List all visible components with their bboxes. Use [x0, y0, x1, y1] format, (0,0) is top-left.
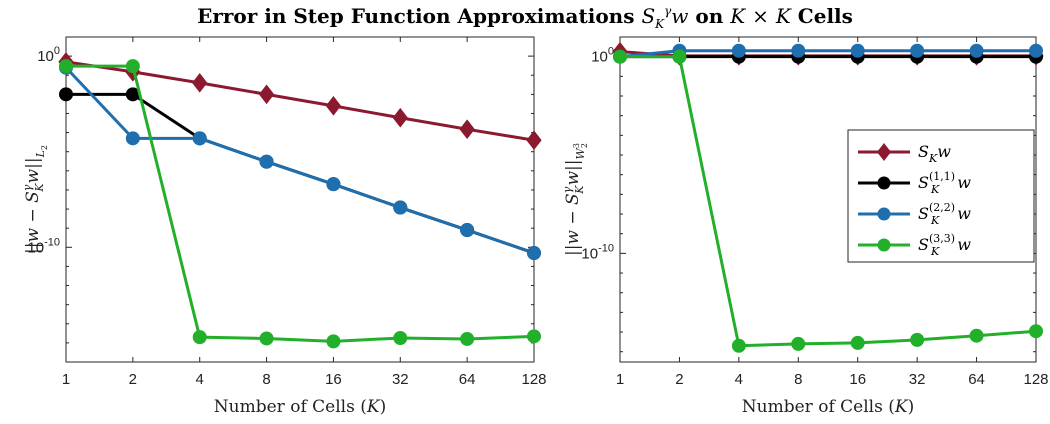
- figure-title: Error in Step Function Approximations SK…: [197, 4, 853, 31]
- x-tick-label: 4: [196, 371, 204, 388]
- x-tick-label: 1: [616, 371, 624, 388]
- series-3: [613, 43, 1043, 64]
- data-point: [526, 130, 542, 151]
- x-tick-label: 64: [968, 371, 985, 388]
- x-tick-label: 8: [262, 371, 270, 388]
- x-tick-label: 64: [459, 371, 476, 388]
- x-tick-label: 16: [849, 371, 866, 388]
- legend-marker: [877, 207, 891, 221]
- series-line: [620, 55, 1037, 348]
- chart-panel-2: 1 2 4 8 16 32 64 128 100 10-10||w − SγKw||W23 Numb…: [561, 36, 1049, 417]
- data-point: [325, 96, 342, 116]
- data-point: [850, 43, 865, 58]
- data-point: [326, 177, 341, 192]
- x-axis-label: Number of Cells (K): [742, 397, 914, 417]
- data-point: [459, 119, 475, 140]
- data-point: [59, 59, 73, 74]
- legend-item: SKw: [858, 142, 951, 165]
- x-tick-label: 128: [1023, 371, 1048, 388]
- data-point: [613, 49, 627, 64]
- data-point: [527, 246, 541, 261]
- x-axis-label: Number of Cells (K): [214, 397, 386, 417]
- data-point: [326, 334, 341, 349]
- x-tick-label: 1: [62, 371, 70, 388]
- y-axis-label: ||w − SγKw||L2: [21, 145, 49, 254]
- data-point: [850, 335, 865, 350]
- series-line: [66, 64, 535, 343]
- data-point: [259, 331, 274, 346]
- data-point: [910, 43, 925, 58]
- data-point: [192, 73, 208, 93]
- y-axis-label: ||w − SγKw||W23: [561, 143, 589, 256]
- series-line: [64, 66, 535, 255]
- data-point: [393, 331, 408, 346]
- series-line: [619, 49, 1036, 59]
- x-tick-label: 32: [392, 371, 409, 388]
- y-axis-label-text: ||w − SγKw||W23: [561, 143, 589, 256]
- data-point: [791, 336, 806, 351]
- x-tick-label: 16: [325, 371, 342, 388]
- legend-label: SKw: [918, 142, 951, 165]
- data-point: [460, 223, 475, 238]
- data-point: [125, 59, 140, 74]
- data-point: [392, 107, 408, 128]
- series-4: [59, 59, 541, 349]
- data-point: [192, 131, 207, 146]
- x-tick-label: 4: [735, 371, 743, 388]
- data-point: [910, 332, 925, 347]
- data-point: [259, 154, 274, 169]
- data-point: [731, 338, 746, 353]
- series-4: [613, 49, 1043, 353]
- data-point: [672, 49, 687, 64]
- data-point: [1029, 324, 1043, 339]
- plot-area-frame: [619, 36, 1037, 363]
- data-point: [125, 131, 140, 146]
- data-point: [59, 87, 73, 102]
- x-tick-label: 32: [909, 371, 926, 388]
- data-point: [791, 43, 806, 58]
- y-tick-label: 100: [37, 45, 60, 65]
- data-point: [731, 43, 746, 58]
- y-tick-label: 10-10: [27, 236, 60, 256]
- legend-marker: [877, 176, 891, 190]
- x-tick-label: 8: [794, 371, 802, 388]
- chart-panel-1: 1 2 4 8 16 32 64 128 100 10-10||w − SγKw||L2 Numbe…: [21, 36, 547, 417]
- x-tick-label: 2: [129, 371, 137, 388]
- data-point: [969, 328, 984, 343]
- data-point: [1029, 43, 1043, 58]
- legend-marker: [877, 143, 891, 161]
- x-tick-label: 2: [675, 371, 683, 388]
- plot-area-frame: [65, 36, 535, 363]
- data-point: [460, 331, 475, 346]
- y-tick-label: 100: [591, 46, 614, 66]
- data-point: [393, 200, 408, 215]
- data-point: [258, 84, 275, 105]
- data-point: [192, 330, 207, 345]
- data-point: [969, 43, 984, 58]
- y-axis-label-text: ||w − SγKw||L2: [21, 145, 49, 254]
- y-tick-label: 10-10: [581, 242, 614, 262]
- x-tick-label: 128: [521, 371, 546, 388]
- data-point: [527, 329, 541, 344]
- legend-marker: [877, 238, 891, 252]
- series-line: [65, 60, 535, 142]
